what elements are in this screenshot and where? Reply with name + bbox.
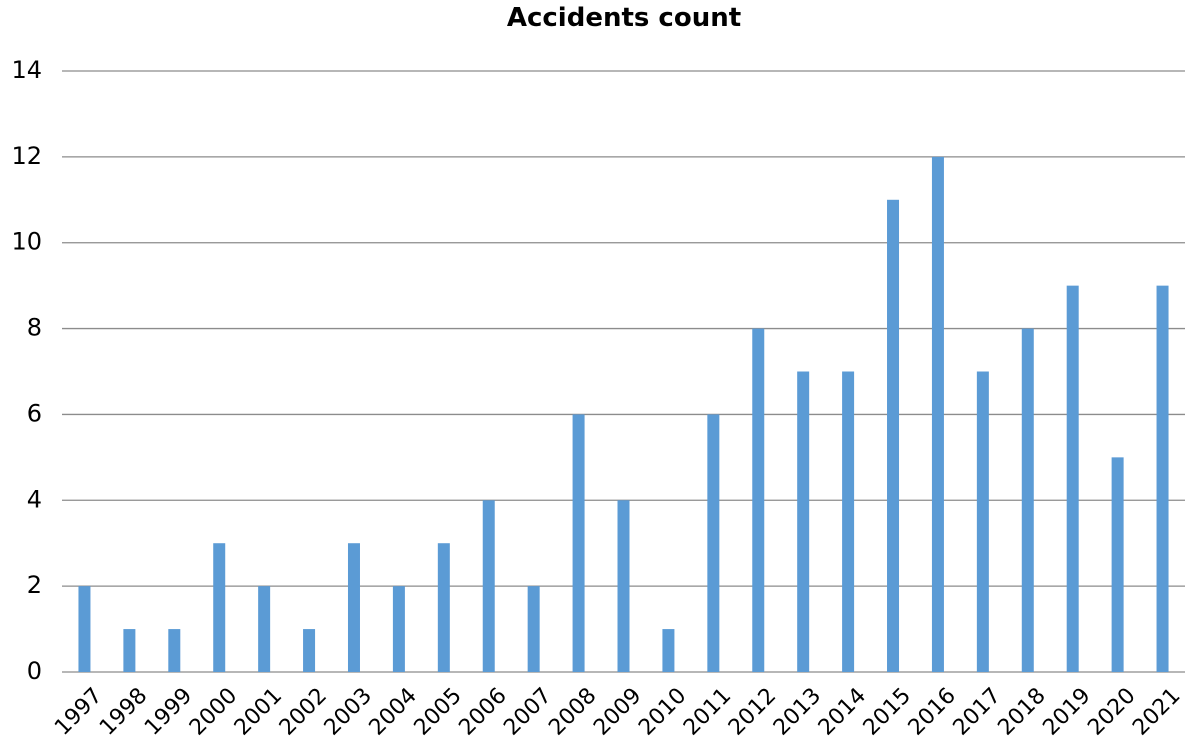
x-tick-label: 2018 (993, 683, 1050, 740)
x-tick-label: 2007 (499, 683, 556, 740)
bar (842, 371, 855, 672)
bar (437, 543, 450, 672)
bar (752, 328, 765, 672)
bar (707, 414, 720, 672)
bar (527, 586, 540, 672)
y-tick-label: 6 (27, 399, 42, 427)
bar (617, 500, 630, 672)
bar (931, 156, 944, 672)
bar (1156, 285, 1169, 672)
x-tick-label: 2005 (410, 683, 467, 740)
bar (258, 586, 271, 672)
bar (1021, 328, 1034, 672)
y-tick-label: 10 (11, 228, 42, 256)
x-tick-label: 2017 (949, 683, 1006, 740)
bar (392, 586, 405, 672)
bar (213, 543, 226, 672)
x-tick-label: 1997 (50, 683, 107, 740)
bar (662, 629, 675, 672)
x-tick-label: 2016 (904, 683, 961, 740)
x-tick-label: 2020 (1083, 683, 1140, 740)
bar (797, 371, 810, 672)
bar (303, 629, 316, 672)
x-tick-label: 2011 (679, 683, 736, 740)
x-tick-label: 2003 (320, 683, 377, 740)
y-tick-label: 0 (27, 657, 42, 685)
x-tick-label: 2012 (724, 683, 781, 740)
y-tick-label: 14 (11, 56, 42, 84)
y-tick-label: 4 (27, 485, 42, 513)
bar (887, 199, 900, 673)
y-tick-label: 12 (11, 142, 42, 170)
x-tick-label: 1998 (95, 683, 152, 740)
bar (1066, 285, 1079, 672)
bar (976, 371, 989, 672)
bar (572, 414, 585, 672)
bar (482, 500, 495, 672)
x-tick-label: 2000 (185, 683, 242, 740)
x-tick-label: 2014 (814, 683, 871, 740)
x-tick-label: 2004 (365, 683, 422, 740)
y-tick-label: 2 (27, 571, 42, 599)
x-tick-label: 2015 (859, 683, 916, 740)
x-tick-label: 2001 (230, 683, 287, 740)
x-tick-label: 2013 (769, 683, 826, 740)
bar (78, 586, 91, 672)
bar (168, 629, 181, 672)
x-tick-label: 1999 (140, 683, 197, 740)
bar (347, 543, 360, 672)
x-tick-label: 2008 (544, 683, 601, 740)
x-tick-label: 2009 (589, 683, 646, 740)
x-tick-label: 2010 (634, 683, 691, 740)
bar (123, 629, 136, 672)
x-tick-label: 2019 (1038, 683, 1095, 740)
x-tick-label: 2006 (454, 683, 511, 740)
chart-title: Accidents count (507, 3, 741, 33)
x-tick-label: 2002 (275, 683, 332, 740)
bar (1111, 457, 1124, 672)
x-tick-label: 2021 (1128, 683, 1185, 740)
y-tick-label: 8 (27, 314, 42, 342)
